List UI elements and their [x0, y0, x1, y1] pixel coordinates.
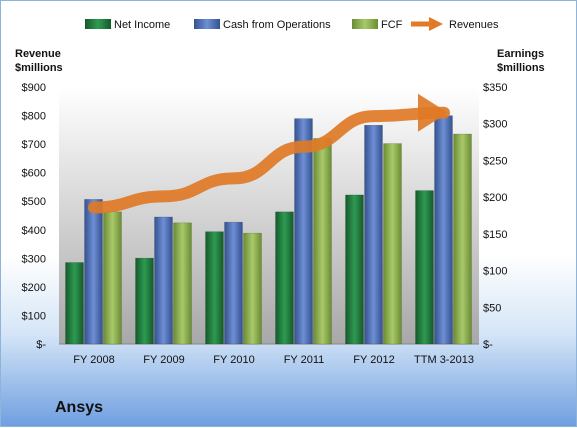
legend-swatch-revenues	[411, 17, 443, 31]
legend-label-fcf: FCF	[381, 19, 403, 31]
left-axis-title-line2: $millions	[15, 62, 63, 74]
x-tick-label-fy-2008: FY 2008	[73, 354, 114, 366]
left-tick-label: $500	[22, 196, 46, 208]
legend-label-net-income: Net Income	[114, 19, 170, 31]
legend-swatch-fcf	[352, 19, 378, 29]
left-tick-label: $900	[22, 82, 46, 94]
left-tick-label: $200	[22, 282, 46, 294]
x-tick-label-fy-2011: FY 2011	[284, 354, 325, 366]
bar-net-income-fy-2010	[206, 232, 224, 344]
bar-net-income-ttm-3-2013	[416, 191, 434, 344]
right-axis-title-line1: Earnings	[497, 48, 544, 60]
right-tick-label: $300	[483, 119, 507, 131]
right-tick-label: $50	[483, 302, 501, 314]
left-tick-label: $400	[22, 225, 46, 237]
bar-fcf-fy-2009	[174, 223, 192, 344]
bar-fcf-ttm-3-2013	[454, 134, 472, 344]
left-tick-label: $-	[36, 339, 46, 351]
bar-fcf-fy-2008	[104, 212, 122, 344]
bar-net-income-fy-2008	[66, 262, 84, 344]
legend-swatch-cash-from-operations	[194, 19, 220, 29]
bar-cash-from-operations-fy-2008	[85, 199, 103, 344]
bar-cash-from-operations-fy-2009	[155, 217, 173, 344]
left-tick-label: $100	[22, 310, 46, 322]
x-tick-label-ttm-3-2013: TTM 3-2013	[414, 354, 474, 366]
legend-swatch-net-income	[85, 19, 111, 29]
left-tick-label: $800	[22, 111, 46, 123]
bar-fcf-fy-2010	[244, 233, 262, 344]
right-axis: $- $50 $100 $150 $200 $250 $300 $350	[483, 82, 507, 351]
bar-cash-from-operations-ttm-3-2013	[435, 116, 453, 344]
x-axis: FY 2008 FY 2009 FY 2010 FY 2011 FY 2012 TTM 3…	[73, 354, 474, 366]
x-tick-label-fy-2009: FY 2009	[143, 354, 184, 366]
right-tick-label: $100	[483, 266, 507, 278]
left-axis: $- $100 $200 $300 $400 $500 $600 $700 $800 $900	[22, 82, 47, 351]
bar-cash-from-operations-fy-2010	[225, 222, 243, 344]
left-tick-label: $300	[22, 253, 46, 265]
bar-fcf-fy-2012	[384, 144, 402, 344]
left-tick-label: $600	[22, 168, 46, 180]
left-tick-label: $700	[22, 139, 46, 151]
bar-net-income-fy-2011	[276, 212, 294, 344]
right-tick-label: $350	[483, 82, 507, 94]
legend: Net Income Cash from Operations FCF Reve…	[85, 17, 499, 31]
company-name: Ansys	[55, 399, 103, 417]
bar-fcf-fy-2011	[314, 138, 332, 344]
right-tick-label: $-	[483, 339, 493, 351]
left-axis-title-line1: Revenue	[15, 48, 61, 60]
x-tick-label-fy-2012: FY 2012	[353, 354, 394, 366]
right-axis-title-line2: $millions	[497, 62, 545, 74]
legend-label-cash-from-operations: Cash from Operations	[223, 19, 331, 31]
right-tick-label: $150	[483, 229, 507, 241]
legend-label-revenues: Revenues	[449, 19, 499, 31]
bar-net-income-fy-2009	[136, 258, 154, 344]
right-tick-label: $200	[483, 192, 507, 204]
bar-net-income-fy-2012	[346, 195, 364, 344]
right-tick-label: $250	[483, 155, 507, 167]
x-tick-label-fy-2010: FY 2010	[213, 354, 254, 366]
bar-cash-from-operations-fy-2012	[365, 125, 383, 344]
